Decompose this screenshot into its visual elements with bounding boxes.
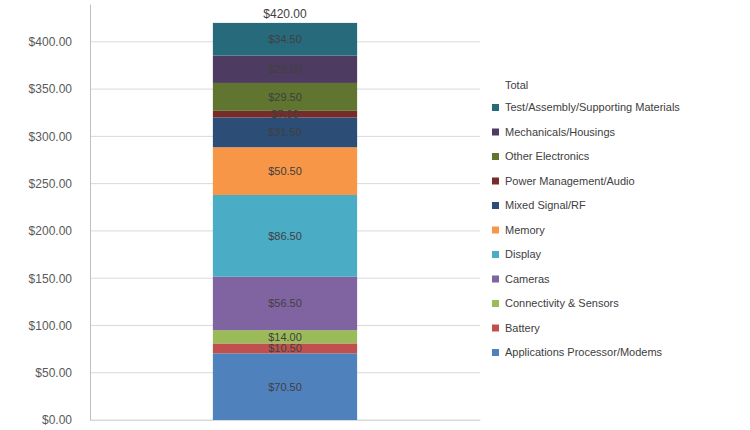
legend-entry: Connectivity & Sensors — [505, 297, 619, 309]
legend-entry: Other Electronics — [505, 150, 590, 162]
y-tick: $150.00 — [29, 272, 90, 286]
data-label: $29.00 — [268, 63, 302, 75]
legend-entry: Applications Processor/Modems — [505, 346, 663, 358]
grid — [90, 42, 480, 420]
y-tick: $300.00 — [29, 130, 90, 144]
legend-entry: Power Management/Audio — [505, 175, 635, 187]
legend: Total Test/Assembly/Supporting Materials M… — [492, 79, 680, 359]
legend-swatch — [492, 178, 499, 185]
legend-title: Total — [505, 79, 528, 91]
total-label: $420.00 — [263, 7, 307, 21]
data-label: $29.50 — [268, 91, 302, 103]
legend-entry: Test/Assembly/Supporting Materials — [505, 101, 680, 113]
bar-segment — [213, 330, 357, 343]
y-tick-label: $200.00 — [29, 224, 73, 238]
y-tick: $50.00 — [35, 366, 90, 380]
legend-swatch — [492, 129, 499, 136]
chart: $0.00 $50.00 $100.00 $150.00 $200.00 $250.00 $… — [0, 0, 750, 430]
y-tick: $0.00 — [42, 413, 90, 427]
y-tick-label: $50.00 — [35, 366, 72, 380]
data-label: $14.00 — [268, 331, 302, 343]
bar-segment — [213, 277, 357, 330]
legend-entry: Cameras — [505, 273, 550, 285]
y-tick: $400.00 — [29, 35, 90, 49]
y-tick: $100.00 — [29, 319, 90, 333]
data-label: $31.50 — [268, 126, 302, 138]
legend-swatch — [492, 251, 499, 258]
data-label: $10.50 — [268, 342, 302, 354]
bar-segment — [213, 117, 357, 147]
bar-segment — [213, 195, 357, 277]
bar-segment — [213, 353, 357, 420]
y-tick-label: $350.00 — [29, 82, 73, 96]
legend-entry: Mechanicals/Housings — [505, 126, 616, 138]
data-label: $70.50 — [268, 381, 302, 393]
legend-entry: Mixed Signal/RF — [505, 199, 586, 211]
y-tick: $350.00 — [29, 82, 90, 96]
data-label: $34.50 — [268, 33, 302, 45]
bars — [213, 23, 357, 420]
y-tick-label: $300.00 — [29, 130, 73, 144]
legend-swatch — [492, 300, 499, 307]
bar-segment — [213, 147, 357, 195]
legend-swatch — [492, 104, 499, 111]
y-tick: $200.00 — [29, 224, 90, 238]
legend-swatch — [492, 202, 499, 209]
legend-entry: Memory — [505, 224, 545, 236]
y-tick-label: $100.00 — [29, 319, 73, 333]
data-label: $50.50 — [268, 165, 302, 177]
data-label: $56.50 — [268, 297, 302, 309]
bar-segment — [213, 56, 357, 83]
y-tick-label: $150.00 — [29, 272, 73, 286]
bar-segment — [213, 83, 357, 111]
data-label: $7.00 — [271, 108, 299, 120]
x-axis-line — [91, 420, 481, 421]
y-tick-label: $0.00 — [42, 413, 72, 427]
legend-swatch — [492, 227, 499, 234]
legend-swatch — [492, 325, 499, 332]
y-axis: $0.00 $50.00 $100.00 $150.00 $200.00 $250.00 $… — [29, 5, 91, 428]
legend-swatch — [492, 349, 499, 356]
bar-segment — [213, 23, 357, 56]
data-label: $86.50 — [268, 230, 302, 242]
legend-entry: Display — [505, 248, 542, 260]
y-axis-line — [90, 5, 91, 421]
data-labels: $70.50 $10.50$14.00 $56.50 $86.50 $50.50 $31.… — [268, 33, 302, 392]
legend-swatch — [492, 276, 499, 283]
y-tick: $250.00 — [29, 177, 90, 191]
legend-swatch — [492, 153, 499, 160]
y-tick-label: $400.00 — [29, 35, 73, 49]
legend-entry: Battery — [505, 322, 540, 334]
y-tick-label: $250.00 — [29, 177, 73, 191]
